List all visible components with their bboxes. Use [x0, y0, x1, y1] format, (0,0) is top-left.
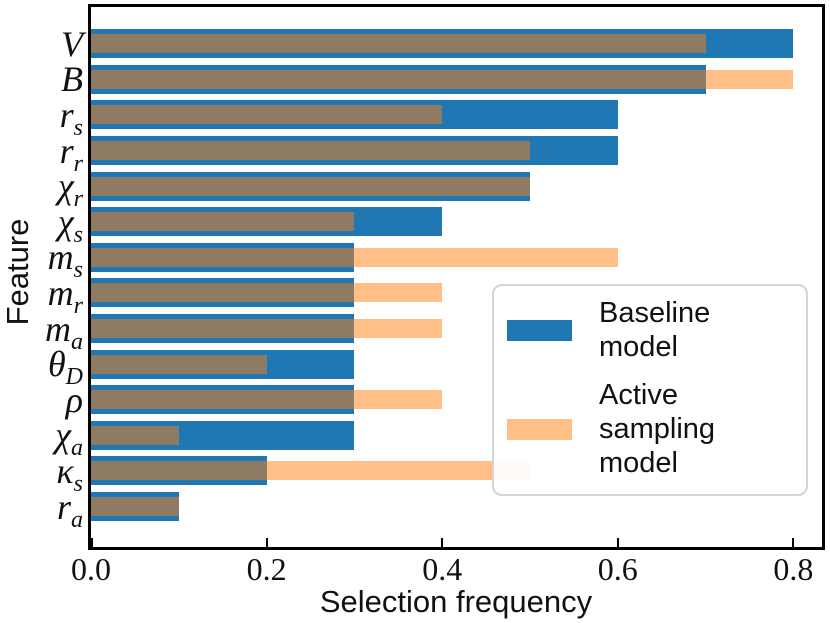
legend: Baseline model Active sampling model [492, 284, 808, 496]
category-label: κs [56, 450, 83, 498]
category-label: ms [47, 237, 83, 284]
bar-active-12 [91, 461, 530, 481]
bar-active-6 [91, 247, 618, 267]
bar-active-0 [91, 34, 706, 54]
bar-active-9 [91, 354, 267, 374]
x-tick [441, 538, 444, 547]
legend-entry-1: Active sampling model [507, 378, 792, 480]
category-label: B [61, 59, 83, 100]
category-label: V [61, 23, 83, 64]
bar-active-2 [91, 105, 443, 125]
x-tick [792, 538, 795, 547]
legend-entry-label: Active sampling model [599, 379, 716, 479]
category-label: χa [55, 415, 83, 462]
category-label: ra [56, 486, 83, 533]
x-tick-label: 0.8 [773, 551, 814, 587]
plot-area: Baseline model Active sampling model [88, 4, 825, 550]
x-tick-label: 0.6 [597, 551, 638, 587]
x-axis-label: Selection frequency [319, 584, 593, 619]
bar-active-4 [91, 176, 530, 196]
x-tick [91, 538, 93, 547]
category-label: χr [57, 166, 83, 213]
bar-active-13 [91, 497, 179, 516]
legend-entry-0: Baseline model [507, 296, 792, 364]
category-label: χs [57, 201, 83, 248]
category-label: θD [47, 344, 83, 391]
bar-active-1 [91, 69, 794, 89]
legend-swatch-baseline [507, 319, 572, 341]
x-tick-label: 0.0 [71, 551, 111, 587]
x-tick-label: 0.4 [422, 551, 463, 587]
bar-active-3 [91, 141, 530, 160]
legend-swatch-active [507, 418, 572, 440]
bar-active-8 [91, 319, 443, 338]
x-tick [265, 538, 268, 547]
x-tick-label: 0.2 [246, 551, 287, 587]
category-label: rs [59, 94, 83, 142]
bar-active-7 [91, 283, 443, 303]
x-tick [616, 538, 619, 547]
bar-active-10 [91, 390, 443, 410]
bar-active-11 [91, 425, 179, 445]
category-label: mr [47, 272, 83, 320]
bar-active-5 [91, 212, 355, 232]
category-label: rr [59, 130, 83, 177]
legend-entry-label: Baseline model [599, 297, 711, 363]
category-label: ρ [65, 379, 83, 420]
category-label: ma [45, 308, 83, 355]
